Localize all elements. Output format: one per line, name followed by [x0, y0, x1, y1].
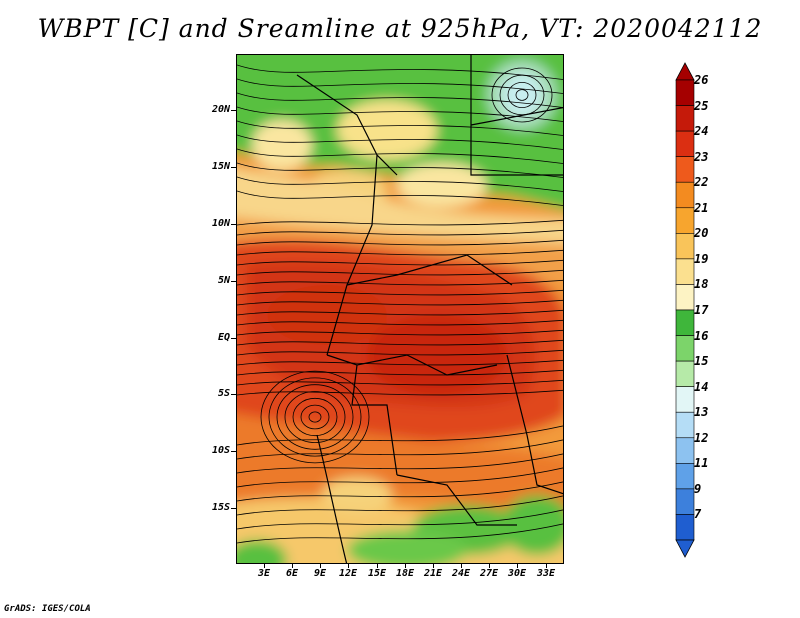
- lon-tick: [461, 563, 462, 568]
- lat-tick: [231, 110, 237, 111]
- lon-tick: [292, 563, 293, 568]
- colorbar-min-arrow: [675, 539, 695, 558]
- lon-label: 18E: [395, 568, 415, 579]
- colorbar-label: 14: [694, 379, 709, 394]
- colorbar-swatch: [675, 360, 695, 387]
- colorbar-label: 21: [694, 200, 709, 215]
- lat-tick: [231, 451, 237, 452]
- lon-tick: [546, 563, 547, 568]
- figure-title: WBPT [C] and Sreamline at 925hPa, VT: 20…: [37, 14, 763, 43]
- colorbar-swatch: [675, 335, 695, 362]
- colorbar-swatch: [675, 309, 695, 336]
- lon-label: 24E: [451, 568, 471, 579]
- colorbar-label: 15: [694, 354, 709, 369]
- lat-tick: [231, 281, 237, 282]
- colorbar-swatch: [675, 284, 695, 311]
- lon-label: 15E: [367, 568, 387, 579]
- country-borders: [296, 55, 563, 563]
- colorbar: [675, 62, 695, 558]
- lat-label: 15S: [211, 502, 230, 513]
- lat-label: 15N: [211, 161, 230, 172]
- colorbar-max-arrow: [675, 62, 695, 81]
- colorbar-label: 19: [694, 251, 709, 266]
- colorbar-label: 18: [694, 277, 709, 292]
- lon-tick: [348, 563, 349, 568]
- colorbar-label: 23: [694, 149, 709, 164]
- lon-tick: [489, 563, 490, 568]
- colorbar-swatch: [675, 488, 695, 515]
- colorbar-label: 25: [694, 98, 709, 113]
- lon-label: 33E: [536, 568, 556, 579]
- wbpt-field: [237, 55, 563, 563]
- lon-tick: [405, 563, 406, 568]
- colorbar-label: 16: [694, 328, 709, 343]
- colorbar-swatch: [675, 258, 695, 285]
- lat-label: 10S: [211, 445, 230, 456]
- lat-label: 5S: [217, 388, 230, 399]
- colorbar-label: 26: [694, 73, 709, 87]
- colorbar-label: 11: [694, 456, 709, 471]
- lon-label: 30E: [507, 568, 527, 579]
- colorbar-swatch: [675, 514, 695, 541]
- lon-tick: [264, 563, 265, 568]
- colorbar-label: 22: [694, 175, 709, 190]
- temperature-fill: [237, 55, 563, 563]
- lon-tick: [377, 563, 378, 568]
- colorbar-swatch: [675, 437, 695, 464]
- lon-label: 21E: [423, 568, 443, 579]
- colorbar-label: 12: [694, 430, 709, 445]
- colorbar-swatch: [675, 130, 695, 157]
- lon-tick: [517, 563, 518, 568]
- lon-label: 3E: [257, 568, 271, 579]
- lat-label: EQ: [217, 332, 230, 343]
- lat-label: 20N: [211, 104, 230, 115]
- lat-tick: [231, 224, 237, 225]
- lat-label: 10N: [211, 218, 230, 229]
- grads-credit: GrADS: IGES/COLA: [4, 604, 91, 614]
- colorbar-label: 7: [694, 507, 702, 522]
- colorbar-swatch: [675, 411, 695, 439]
- lat-tick: [231, 167, 237, 168]
- lon-label: 9E: [313, 568, 327, 579]
- streamlines: [237, 64, 563, 544]
- lon-label: 12E: [338, 568, 358, 579]
- lon-tick: [320, 563, 321, 568]
- lat-tick: [231, 394, 237, 395]
- colorbar-label: 17: [694, 303, 709, 317]
- colorbar-swatch: [675, 156, 695, 183]
- lon-label: 6E: [285, 568, 299, 579]
- colorbar-swatch: [675, 386, 695, 413]
- colorbar-label: 9: [694, 481, 702, 496]
- colorbar-swatch: [675, 79, 695, 106]
- colorbar-label: 13: [694, 405, 709, 420]
- colorbar-swatch: [675, 207, 695, 234]
- colorbar-label: 20: [694, 226, 709, 241]
- lon-label: 27E: [479, 568, 499, 579]
- lat-tick: [231, 338, 237, 339]
- lon-tick: [433, 563, 434, 568]
- colorbar-label: 24: [694, 124, 709, 139]
- colorbar-swatch: [675, 181, 695, 209]
- colorbar-swatch: [675, 463, 695, 490]
- lat-tick: [231, 508, 237, 509]
- colorbar-swatch: [675, 105, 695, 132]
- colorbar-swatch: [675, 233, 695, 260]
- lat-label: 5N: [217, 275, 230, 286]
- map-panel: [236, 54, 564, 564]
